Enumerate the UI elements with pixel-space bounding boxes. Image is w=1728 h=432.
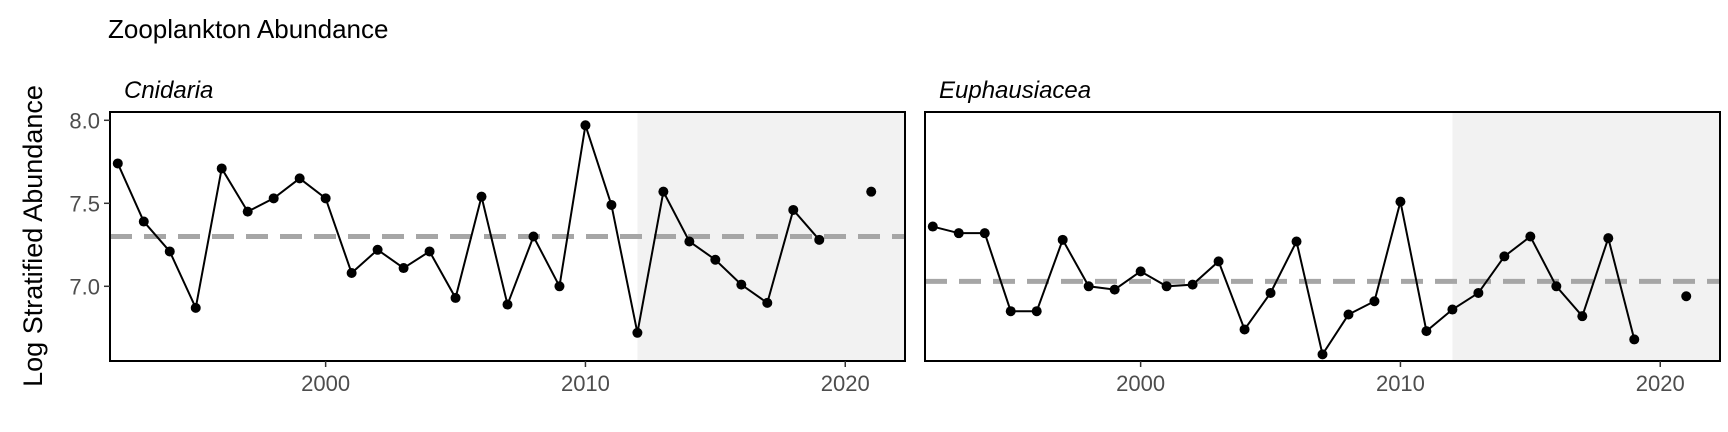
data-point — [1317, 349, 1328, 360]
data-point — [1265, 287, 1276, 298]
data-point — [632, 327, 643, 338]
x-tick-label: 2010 — [561, 371, 610, 396]
data-point — [1577, 311, 1588, 322]
data-point — [866, 186, 877, 197]
data-point — [502, 299, 513, 310]
data-point — [372, 244, 383, 255]
y-tick-label: 8.0 — [69, 108, 100, 133]
data-point — [658, 186, 669, 197]
data-point — [138, 216, 149, 227]
data-point — [927, 221, 938, 232]
data-point — [1681, 291, 1692, 302]
x-tick-label: 2020 — [1636, 371, 1685, 396]
data-point — [1213, 256, 1224, 267]
data-point — [953, 228, 964, 239]
data-point — [1057, 234, 1068, 245]
x-tick-label: 2000 — [1116, 371, 1165, 396]
data-point — [216, 163, 227, 174]
data-point — [1135, 266, 1146, 277]
series-line — [116, 124, 821, 333]
x-tick-label: 2000 — [301, 371, 350, 396]
data-point — [164, 246, 175, 257]
panel-title: Cnidaria — [124, 77, 213, 104]
data-point — [580, 120, 591, 131]
data-point — [1447, 304, 1458, 315]
y-axis-label: Log Stratified Abundance — [18, 85, 48, 387]
panel-title: Euphausiacea — [939, 77, 1091, 104]
data-point — [268, 193, 279, 204]
panel-frame — [924, 111, 1721, 362]
data-point — [190, 302, 201, 313]
chart-title: Zooplankton Abundance — [108, 14, 388, 44]
data-point — [1161, 281, 1172, 292]
shaded-period — [1452, 112, 1720, 361]
data-point — [554, 281, 565, 292]
data-point — [294, 173, 305, 184]
data-point — [1395, 196, 1406, 207]
data-point — [112, 158, 123, 169]
data-point — [1473, 287, 1484, 298]
data-point — [1421, 326, 1432, 337]
data-point — [606, 199, 617, 210]
data-point — [1551, 281, 1562, 292]
panel-frame — [109, 111, 906, 362]
data-point — [814, 234, 825, 245]
x-tick-label: 2010 — [1376, 371, 1425, 396]
data-point — [1083, 281, 1094, 292]
y-tick-label: 7.5 — [69, 191, 100, 216]
data-point — [1629, 334, 1640, 345]
data-point — [346, 268, 357, 279]
data-point — [424, 246, 435, 257]
data-point — [1005, 306, 1016, 317]
data-point — [710, 254, 721, 265]
data-point — [1187, 279, 1198, 290]
data-point — [528, 231, 539, 242]
data-point — [398, 263, 409, 274]
y-tick-label: 7.0 — [69, 274, 100, 299]
data-point — [450, 292, 461, 303]
data-point — [979, 228, 990, 239]
data-point — [736, 279, 747, 290]
data-point — [1291, 236, 1302, 247]
data-point — [1499, 251, 1510, 262]
data-point — [1603, 233, 1614, 244]
data-point — [320, 193, 331, 204]
data-point — [788, 204, 799, 215]
data-point — [684, 236, 695, 247]
data-point — [1525, 231, 1536, 242]
panel-euphausiacea: Euphausiacea 2000 2010 2020 — [924, 77, 1721, 396]
data-point — [242, 206, 253, 217]
data-point — [1343, 309, 1354, 320]
panel-cnidaria: Cnidaria 2000 2010 2020 7.0 7.5 8.0 — [69, 77, 906, 396]
x-tick-label: 2020 — [821, 371, 870, 396]
data-point — [1031, 306, 1042, 317]
data-point — [476, 191, 487, 202]
data-point — [1109, 284, 1120, 295]
data-point — [1239, 324, 1250, 335]
data-point — [762, 297, 773, 308]
data-point — [1369, 296, 1380, 307]
series-line — [932, 201, 1636, 357]
